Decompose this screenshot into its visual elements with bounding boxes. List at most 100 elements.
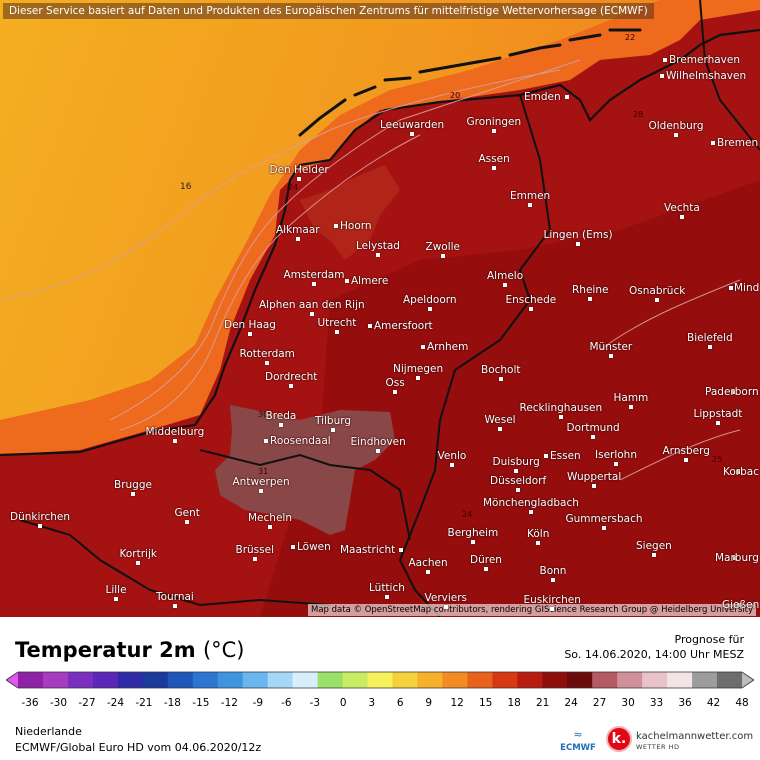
city-marker (345, 279, 349, 283)
city-marker (264, 439, 268, 443)
city-label: Wuppertal (567, 471, 622, 483)
city-label: Antwerpen (232, 476, 290, 488)
scale-tick-label: -30 (49, 697, 68, 709)
scale-swatch (642, 672, 668, 688)
city-marker (737, 603, 741, 607)
city-label: Mind (734, 282, 760, 294)
scale-tick-label: 18 (507, 697, 521, 709)
scale-tick-label: -12 (220, 697, 238, 709)
city-marker (114, 597, 118, 601)
lake-ijsselmeer (300, 165, 400, 260)
city-label: Korbac (723, 466, 759, 478)
city-marker (592, 484, 596, 488)
city-label: Köln (527, 528, 550, 540)
city-label: Brüssel (235, 544, 275, 556)
city-label: Arnsberg (662, 445, 710, 457)
scale-swatch (567, 672, 593, 688)
city-marker (131, 492, 135, 496)
city-marker (185, 520, 189, 524)
scale-swatch (18, 672, 44, 688)
city-marker (136, 561, 140, 565)
scale-tick-label: 15 (478, 697, 493, 709)
city-marker (253, 557, 257, 561)
city-label: Groningen (466, 116, 522, 128)
city-label: Assen (478, 153, 510, 165)
scale-swatch (392, 672, 419, 688)
scale-tick-label: -27 (78, 697, 96, 709)
city-marker (680, 215, 684, 219)
map-attribution: Map data © OpenStreetMap contributors, r… (308, 604, 756, 616)
city-marker (428, 307, 432, 311)
city-label: Hoorn (340, 220, 372, 232)
scale-swatch (117, 672, 144, 688)
city-marker (544, 454, 548, 458)
scale-swatch (617, 672, 643, 688)
city-marker (410, 132, 414, 136)
city-label: Emden (524, 91, 561, 103)
city-marker (733, 556, 737, 560)
city-label: Marburg (715, 552, 759, 564)
hot-interior (260, 180, 760, 617)
scale-tick-label: -3 (309, 697, 321, 709)
city-marker (711, 141, 715, 145)
city-marker (248, 332, 252, 336)
scale-tick-label: 21 (535, 697, 550, 709)
city-label: Rheine (572, 284, 609, 296)
brand-sub: WETTER HD (636, 743, 680, 751)
isotherm-label: 24 (288, 183, 299, 192)
scale-frame (6, 671, 754, 689)
city-marker (729, 286, 733, 290)
city-label: Mönchengladbach (483, 497, 579, 509)
city-label: Paderborn (705, 386, 759, 398)
isotherm-label: 16 (180, 182, 192, 192)
city-label: Lingen (Ems) (543, 229, 613, 241)
scale-swatch (292, 672, 319, 688)
ecmwf-logo[interactable]: ≈ ECMWF (558, 729, 598, 758)
city-marker (312, 282, 316, 286)
kachelmann-logo[interactable]: k. kachelmannwetter.com WETTER HD (606, 726, 756, 756)
city-marker (660, 74, 664, 78)
city-label: Münster (589, 341, 633, 353)
city-marker (655, 298, 659, 302)
brand-name: kachelmannwetter.com (636, 731, 754, 742)
city-label: Almelo (487, 270, 524, 282)
scale-tick-label: -6 (281, 697, 292, 709)
city-label: Zwolle (425, 241, 461, 253)
city-marker (652, 553, 656, 557)
city-marker (492, 166, 496, 170)
scale-swatch (167, 672, 194, 688)
prognose-date: So. 14.06.2020, 14:00 Uhr MESZ (564, 648, 744, 661)
city-label: Kortrijk (119, 548, 157, 560)
city-marker (499, 377, 503, 381)
city-marker (399, 548, 403, 552)
city-label: Dordrecht (265, 371, 318, 383)
city-label: Wilhelmshaven (666, 70, 747, 82)
city-label: Eindhoven (350, 436, 406, 448)
city-marker (368, 324, 372, 328)
city-marker (268, 525, 272, 529)
city-label: Utrecht (317, 317, 357, 329)
model-run-label: ECMWF/Global Euro HD vom 04.06.2020/12z (15, 741, 262, 754)
isotherm-label: 22 (625, 33, 636, 42)
city-label: Lüttich (369, 582, 405, 594)
city-label: Gent (174, 507, 200, 519)
city-label: Den Helder (269, 164, 329, 176)
city-marker (173, 604, 177, 608)
border-be-fr (19, 519, 331, 607)
color-scale-labels: -36 -30 -27 -24 -21 -18 -15 -12 -9 -6 -3 0 3 6 9 12 15 18… (0, 697, 760, 711)
city-label: Löwen (297, 541, 331, 553)
city-marker (708, 345, 712, 349)
temperature-map[interactable]: Dieser Service basiert auf Daten und Pro… (0, 0, 760, 617)
kachelmann-badge-icon: k. (606, 726, 632, 752)
city-label: Aachen (408, 557, 448, 569)
city-label: Düsseldorf (490, 475, 547, 487)
scale-swatch (242, 672, 269, 688)
scale-tick-label: -18 (163, 697, 181, 709)
coastline (0, 28, 760, 457)
data-disclaimer: Dieser Service basiert auf Daten und Pro… (3, 3, 654, 19)
city-label: Lille (105, 584, 127, 596)
city-marker (565, 95, 569, 99)
city-marker (279, 423, 283, 427)
city-marker (609, 354, 613, 358)
legend-title: Temperatur 2m (°C) (15, 638, 245, 662)
